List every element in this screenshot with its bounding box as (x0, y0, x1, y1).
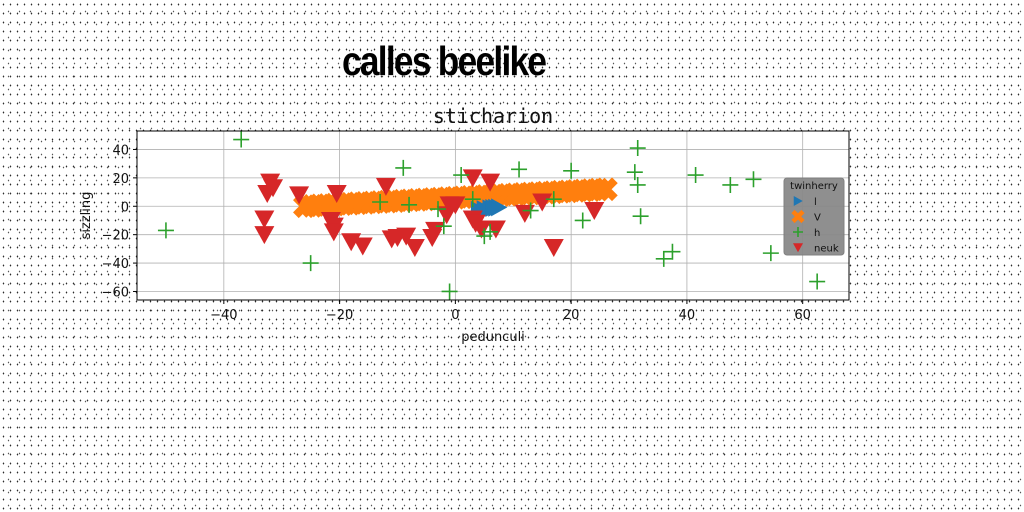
data-point (584, 202, 605, 221)
data-point (435, 218, 452, 235)
data-point (157, 222, 174, 239)
data-point (471, 220, 492, 239)
data-point (482, 223, 499, 240)
data-point (545, 191, 562, 208)
page-title: calles beelike (342, 38, 547, 84)
data-point (404, 238, 425, 257)
data-point (762, 245, 779, 262)
data-point (626, 164, 643, 181)
x-tick-label: 20 (563, 308, 580, 323)
series-neuk (254, 169, 605, 257)
data-point (396, 227, 417, 246)
series-h (157, 131, 826, 300)
data-point (687, 167, 704, 184)
data-point (395, 159, 412, 176)
axis-ticks: −40 −20 0 20 40 60 −60 −40 −20 0 20 40 (102, 143, 811, 323)
data-point (257, 184, 278, 203)
data-point (574, 212, 591, 229)
data-point (441, 283, 458, 300)
data-point (375, 177, 396, 196)
legend-marker-h (793, 227, 803, 237)
data-point (629, 140, 646, 157)
y-axis-label: sizzling (79, 192, 94, 240)
legend-marker-l (793, 196, 803, 206)
data-point (480, 173, 501, 192)
data-point (233, 131, 250, 148)
data-point (655, 250, 672, 267)
plot-background (137, 131, 849, 300)
data-point (464, 191, 481, 208)
data-point (532, 193, 553, 212)
y-tick-label: 20 (112, 172, 129, 187)
data-point (254, 226, 275, 245)
data-point (745, 171, 762, 188)
data-point (445, 196, 466, 215)
legend-box (783, 177, 845, 256)
data-point (485, 198, 502, 217)
data-point (722, 176, 739, 193)
legend: twinherry lVh neuk (783, 177, 845, 256)
x-tick-label: 40 (679, 308, 696, 323)
data-point (323, 223, 344, 242)
legend-marker-neuk (793, 243, 803, 253)
legend-label-l: l (814, 197, 817, 208)
data-point (436, 206, 457, 225)
data-point (401, 196, 418, 213)
data-point (594, 177, 618, 202)
data-point (352, 237, 373, 256)
data-point (809, 273, 826, 290)
data-point (289, 186, 310, 205)
y-tick-label: 0 (121, 200, 129, 215)
data-point (629, 176, 646, 193)
legend-label-V: V (814, 213, 821, 224)
grid (137, 131, 849, 300)
y-tick-label: −20 (102, 229, 129, 244)
x-tick-label: 0 (451, 308, 459, 323)
x-tick-label: −20 (326, 308, 353, 323)
data-point (632, 208, 649, 225)
legend-title: twinherry (790, 181, 838, 192)
data-point (511, 161, 528, 178)
legend-label-h: h (814, 228, 820, 239)
data-point (462, 169, 483, 188)
x-tick-label: 60 (794, 308, 811, 323)
data-point (326, 184, 347, 203)
data-point (254, 210, 275, 229)
plot-frame (136, 130, 850, 301)
data-point (430, 201, 447, 218)
data-point (563, 162, 580, 179)
x-tick-label: −40 (210, 308, 237, 323)
data-point (372, 194, 389, 211)
x-axis-label: pedunculi (461, 330, 525, 345)
y-tick-label: −40 (102, 257, 129, 272)
y-tick-label: 40 (112, 143, 129, 158)
plot-marks (157, 131, 826, 300)
legend-label-neuk: neuk (814, 244, 839, 255)
series-V (293, 177, 618, 219)
data-point (543, 238, 564, 257)
data-point (522, 202, 539, 219)
data-point (302, 255, 319, 272)
data-point (453, 167, 470, 184)
chart-title: sticharion (433, 104, 553, 128)
data-point (664, 243, 681, 260)
legend-marker-V (791, 209, 805, 224)
y-tick-label: −60 (102, 285, 129, 300)
